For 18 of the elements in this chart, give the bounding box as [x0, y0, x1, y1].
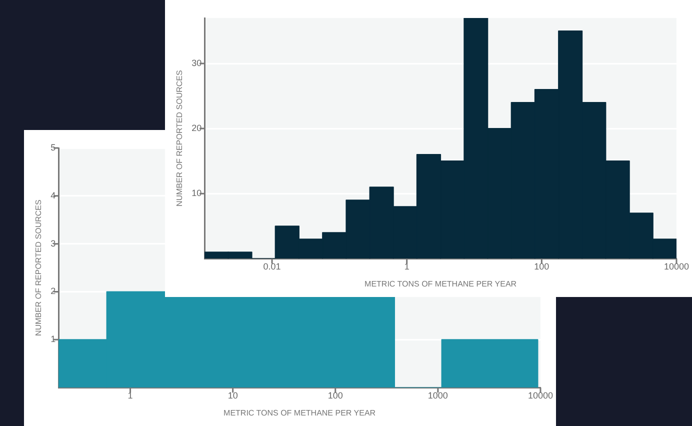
y-axis-title: NUMBER OF REPORTED SOURCES [175, 70, 184, 206]
x-tick-label: 10000 [528, 390, 553, 400]
x-axis-title: METRIC TONS OF METHANE PER YEAR [364, 279, 517, 288]
y-tick-label: 1 [50, 334, 56, 344]
x-tick-label: 1000 [428, 390, 448, 400]
x-tick-label: 0.01 [263, 261, 281, 272]
y-tick-label: 20 [192, 123, 202, 134]
x-tick-label: 1 [404, 261, 410, 272]
x-tick-label: 10000 [664, 261, 689, 272]
x-tick-label: 100 [534, 261, 550, 272]
x-tick-label: 10 [228, 390, 238, 400]
y-tick-label: 30 [192, 58, 202, 68]
y-tick-label: 10 [192, 188, 202, 198]
x-tick-label: 100 [328, 390, 343, 400]
x-tick-label: 1 [128, 390, 133, 400]
y-axis-title: NUMBER OF REPORTED SOURCES [34, 200, 44, 336]
y-tick-label: 2 [50, 286, 56, 296]
x-axis-title: METRIC TONS OF METHANE PER YEAR [224, 408, 376, 418]
